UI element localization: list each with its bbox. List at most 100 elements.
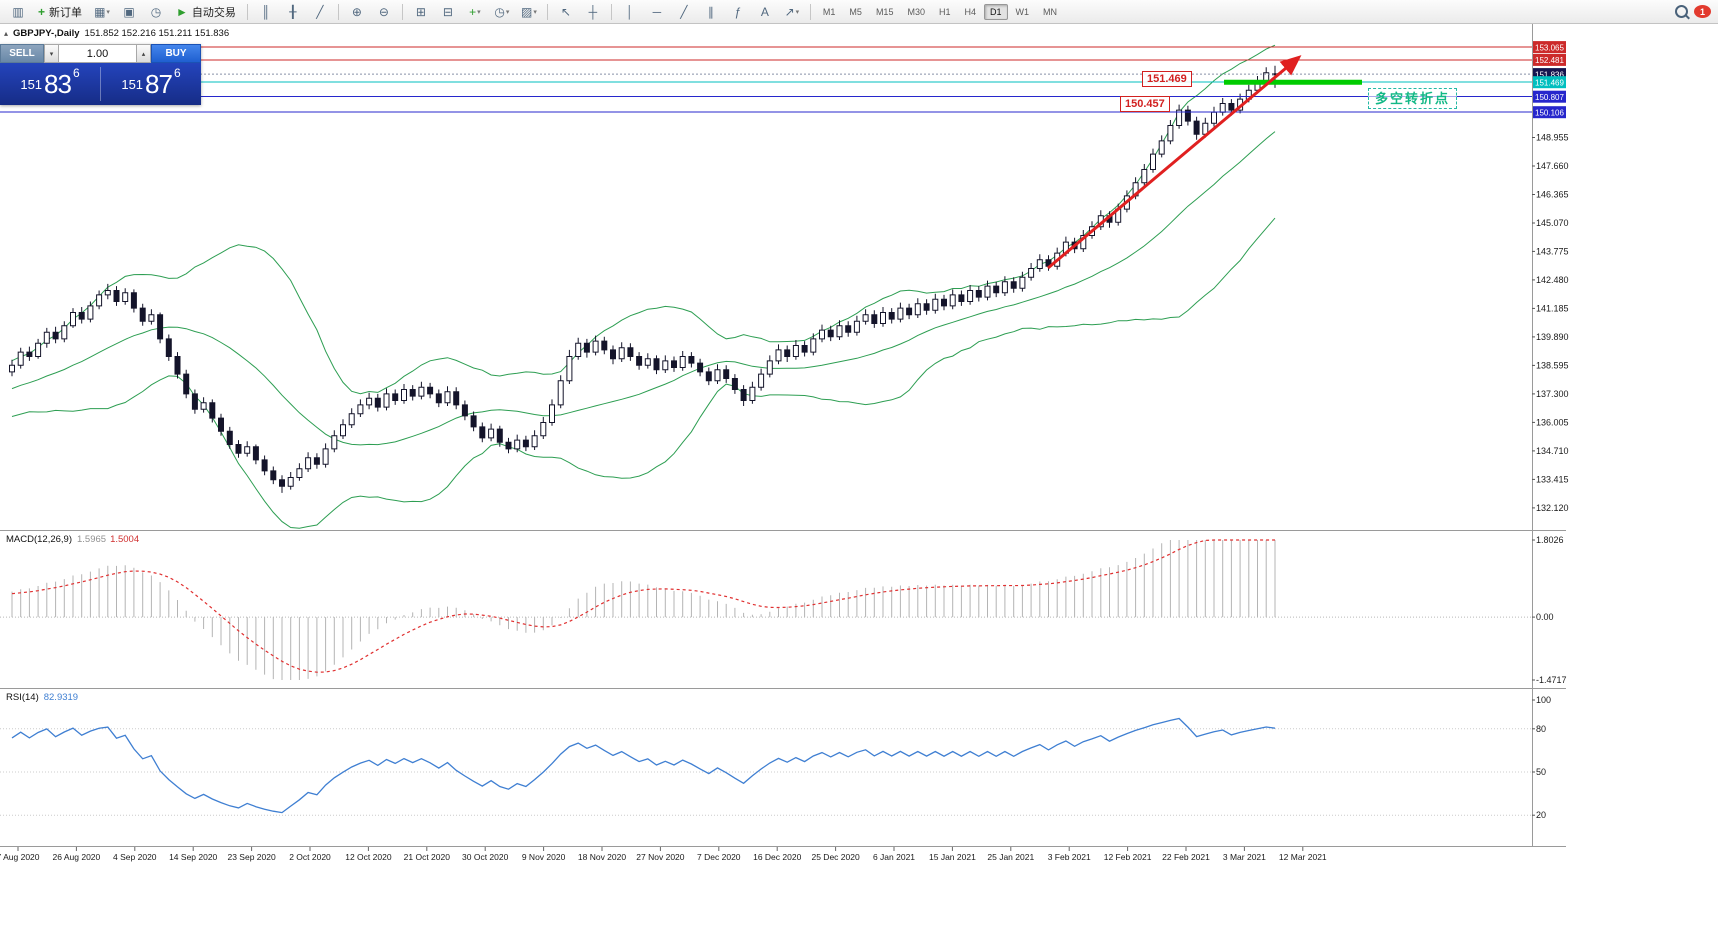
time-axis-label: 27 Nov 2020 bbox=[636, 852, 684, 862]
cursor-icon[interactable]: ↖ bbox=[560, 4, 571, 19]
candlesticks bbox=[9, 65, 1278, 493]
price-axis[interactable]: 148.955 147.660 146.365 145.070 143.775 142.4… bbox=[1532, 41, 1569, 513]
line-chart-icon[interactable]: ╱ bbox=[316, 4, 324, 19]
bollinger-upper bbox=[11, 44, 1276, 395]
ohlc-readout: 151.852 152.216 151.211 151.836 bbox=[84, 28, 230, 39]
svg-text:80: 80 bbox=[1536, 724, 1546, 734]
bollinger-lower bbox=[11, 217, 1276, 529]
toolbar-separator bbox=[546, 3, 548, 20]
one-click-trading-panel: SELL ▾ ▴ BUY 151 83 6 151 87 6 bbox=[0, 44, 201, 105]
chart-profiles-icon[interactable]: ▦ ▾ bbox=[94, 4, 110, 19]
strategy-tester-icon[interactable]: ◷ bbox=[150, 4, 162, 19]
time-axis-label: 7 Dec 2020 bbox=[697, 852, 741, 862]
horizontal-line-icon[interactable]: ─ bbox=[652, 4, 662, 19]
level-label-upper[interactable]: 151.469 bbox=[1142, 71, 1192, 87]
buy-price[interactable]: 151 87 6 bbox=[121, 66, 181, 99]
zoom-in-icon[interactable]: ⊕ bbox=[351, 4, 362, 19]
timeframe-M5[interactable]: M5 bbox=[849, 6, 862, 17]
volume-increase-button[interactable]: ▴ bbox=[136, 44, 151, 63]
arrows-icon[interactable]: ↗ ▾ bbox=[784, 4, 800, 19]
timeframe-W1[interactable]: W1 bbox=[1015, 6, 1030, 17]
crosshair-icon[interactable]: ┼ bbox=[588, 4, 598, 19]
sell-button[interactable]: SELL bbox=[0, 44, 44, 63]
price-axis-label: 147.660 bbox=[1536, 161, 1569, 171]
indicators-icon[interactable]: + ▾ bbox=[469, 4, 481, 19]
price-axis-label: 138.595 bbox=[1536, 360, 1569, 370]
timeframes-icon[interactable]: ◷ ▾ bbox=[494, 4, 510, 19]
terminal-window-icon[interactable]: ▣ bbox=[123, 4, 135, 19]
tile-windows-icon[interactable]: ⊞ bbox=[415, 4, 426, 19]
candle-bodies-down bbox=[26, 73, 1278, 487]
toolbar-separator bbox=[337, 3, 339, 20]
time-axis-label: 6 Jan 2021 bbox=[873, 852, 915, 862]
zoom-out-icon[interactable]: ⊖ bbox=[378, 4, 389, 19]
svg-text:100: 100 bbox=[1536, 695, 1551, 705]
turning-point-note[interactable]: 多空转折点 bbox=[1368, 88, 1458, 109]
time-axis-label: 30 Oct 2020 bbox=[462, 852, 509, 862]
candle-bodies-up bbox=[9, 72, 1270, 487]
timeframe-group: M1 M5 M15 M30 H1 H4 D1 W1 MN bbox=[816, 3, 1064, 20]
timeframe-M15[interactable]: M15 bbox=[875, 6, 894, 17]
toolbar-separator bbox=[401, 3, 403, 20]
notification-badge[interactable]: 1 bbox=[1694, 5, 1711, 18]
svg-text:153.065: 153.065 bbox=[1535, 43, 1564, 52]
timeframe-M1[interactable]: M1 bbox=[822, 6, 836, 17]
svg-text:151.469: 151.469 bbox=[1535, 78, 1564, 87]
sell-price[interactable]: 151 83 6 bbox=[20, 66, 80, 99]
svg-text:1.8026: 1.8026 bbox=[1536, 535, 1564, 545]
time-axis-label: 25 Dec 2020 bbox=[811, 852, 859, 862]
rsi-value: 82.9319 bbox=[43, 692, 79, 703]
rsi-panel bbox=[0, 717, 1532, 816]
buy-button[interactable]: BUY bbox=[151, 44, 201, 63]
channel-icon[interactable]: ∥ bbox=[707, 4, 714, 19]
volume-decrease-button[interactable]: ▾ bbox=[44, 44, 59, 63]
one-click-panel-toggle-icon[interactable]: ▴ bbox=[4, 29, 9, 38]
text-label-icon[interactable]: A bbox=[760, 4, 769, 19]
trendline-icon[interactable]: ╱ bbox=[680, 4, 688, 19]
time-axis-label: 22 Feb 2021 bbox=[1162, 852, 1210, 862]
level-label-lower[interactable]: 150.457 bbox=[1120, 96, 1170, 112]
toolbar-separator bbox=[610, 3, 612, 20]
candlestick-chart-icon[interactable]: ╂ bbox=[289, 4, 297, 19]
templates-icon[interactable]: ▨ ▾ bbox=[520, 4, 537, 19]
new-order-button[interactable]: + 新订单 bbox=[38, 4, 83, 19]
search-icon[interactable] bbox=[1675, 5, 1688, 18]
bar-chart-icon[interactable]: ║ bbox=[261, 4, 271, 19]
macd-histogram bbox=[11, 540, 1276, 680]
vertical-line-icon[interactable]: │ bbox=[626, 4, 634, 19]
svg-text:151.836: 151.836 bbox=[1535, 70, 1564, 79]
rsi-line bbox=[11, 717, 1276, 814]
svg-text:20: 20 bbox=[1536, 810, 1546, 820]
time-axis-label: 23 Sep 2020 bbox=[227, 852, 275, 862]
price-axis-label: 141.185 bbox=[1536, 303, 1569, 313]
time-axis-label: 3 Feb 2021 bbox=[1048, 852, 1091, 862]
macd-main-value: 1.5965 bbox=[77, 534, 107, 545]
price-axis-label: 146.365 bbox=[1536, 190, 1569, 200]
svg-text:50: 50 bbox=[1536, 767, 1546, 777]
macd-signal-value: 1.5004 bbox=[110, 534, 140, 545]
time-axis-label: 12 Mar 2021 bbox=[1279, 852, 1327, 862]
price-axis-label: 132.120 bbox=[1536, 503, 1569, 513]
svg-text:152.481: 152.481 bbox=[1535, 56, 1564, 65]
timeframe-H4[interactable]: H4 bbox=[964, 6, 976, 17]
bollinger-middle bbox=[11, 131, 1276, 446]
panel-separators bbox=[0, 24, 1566, 847]
volume-input[interactable] bbox=[59, 44, 136, 63]
price-axis-label: 139.890 bbox=[1536, 332, 1569, 342]
time-axis-label: 14 Sep 2020 bbox=[169, 852, 217, 862]
timeframe-MN[interactable]: MN bbox=[1043, 6, 1058, 17]
timeframe-H1[interactable]: H1 bbox=[938, 6, 951, 17]
timeframe-D1[interactable]: D1 bbox=[984, 3, 1008, 20]
price-marker-tag bbox=[1533, 53, 1566, 66]
trend-arrow[interactable] bbox=[1047, 55, 1302, 270]
time-axis[interactable]: 7 Aug 2020 26 Aug 2020 4 Sep 2020 14 Sep 20… bbox=[0, 847, 1327, 862]
rsi-scale: 100 80 50 20 bbox=[1532, 695, 1551, 820]
svg-text:0.00: 0.00 bbox=[1536, 612, 1554, 622]
cascade-windows-icon[interactable]: ⊟ bbox=[442, 4, 453, 19]
timeframe-M30[interactable]: M30 bbox=[907, 6, 925, 17]
new-chart-window-icon[interactable]: ▥ bbox=[12, 4, 24, 19]
symbol-header: ▴ GBPJPY-,Daily 151.852 152.216 151.211 … bbox=[4, 28, 229, 39]
fibonacci-icon[interactable]: ƒ bbox=[734, 4, 742, 19]
autotrading-button[interactable]: ► 自动交易 bbox=[176, 4, 236, 19]
